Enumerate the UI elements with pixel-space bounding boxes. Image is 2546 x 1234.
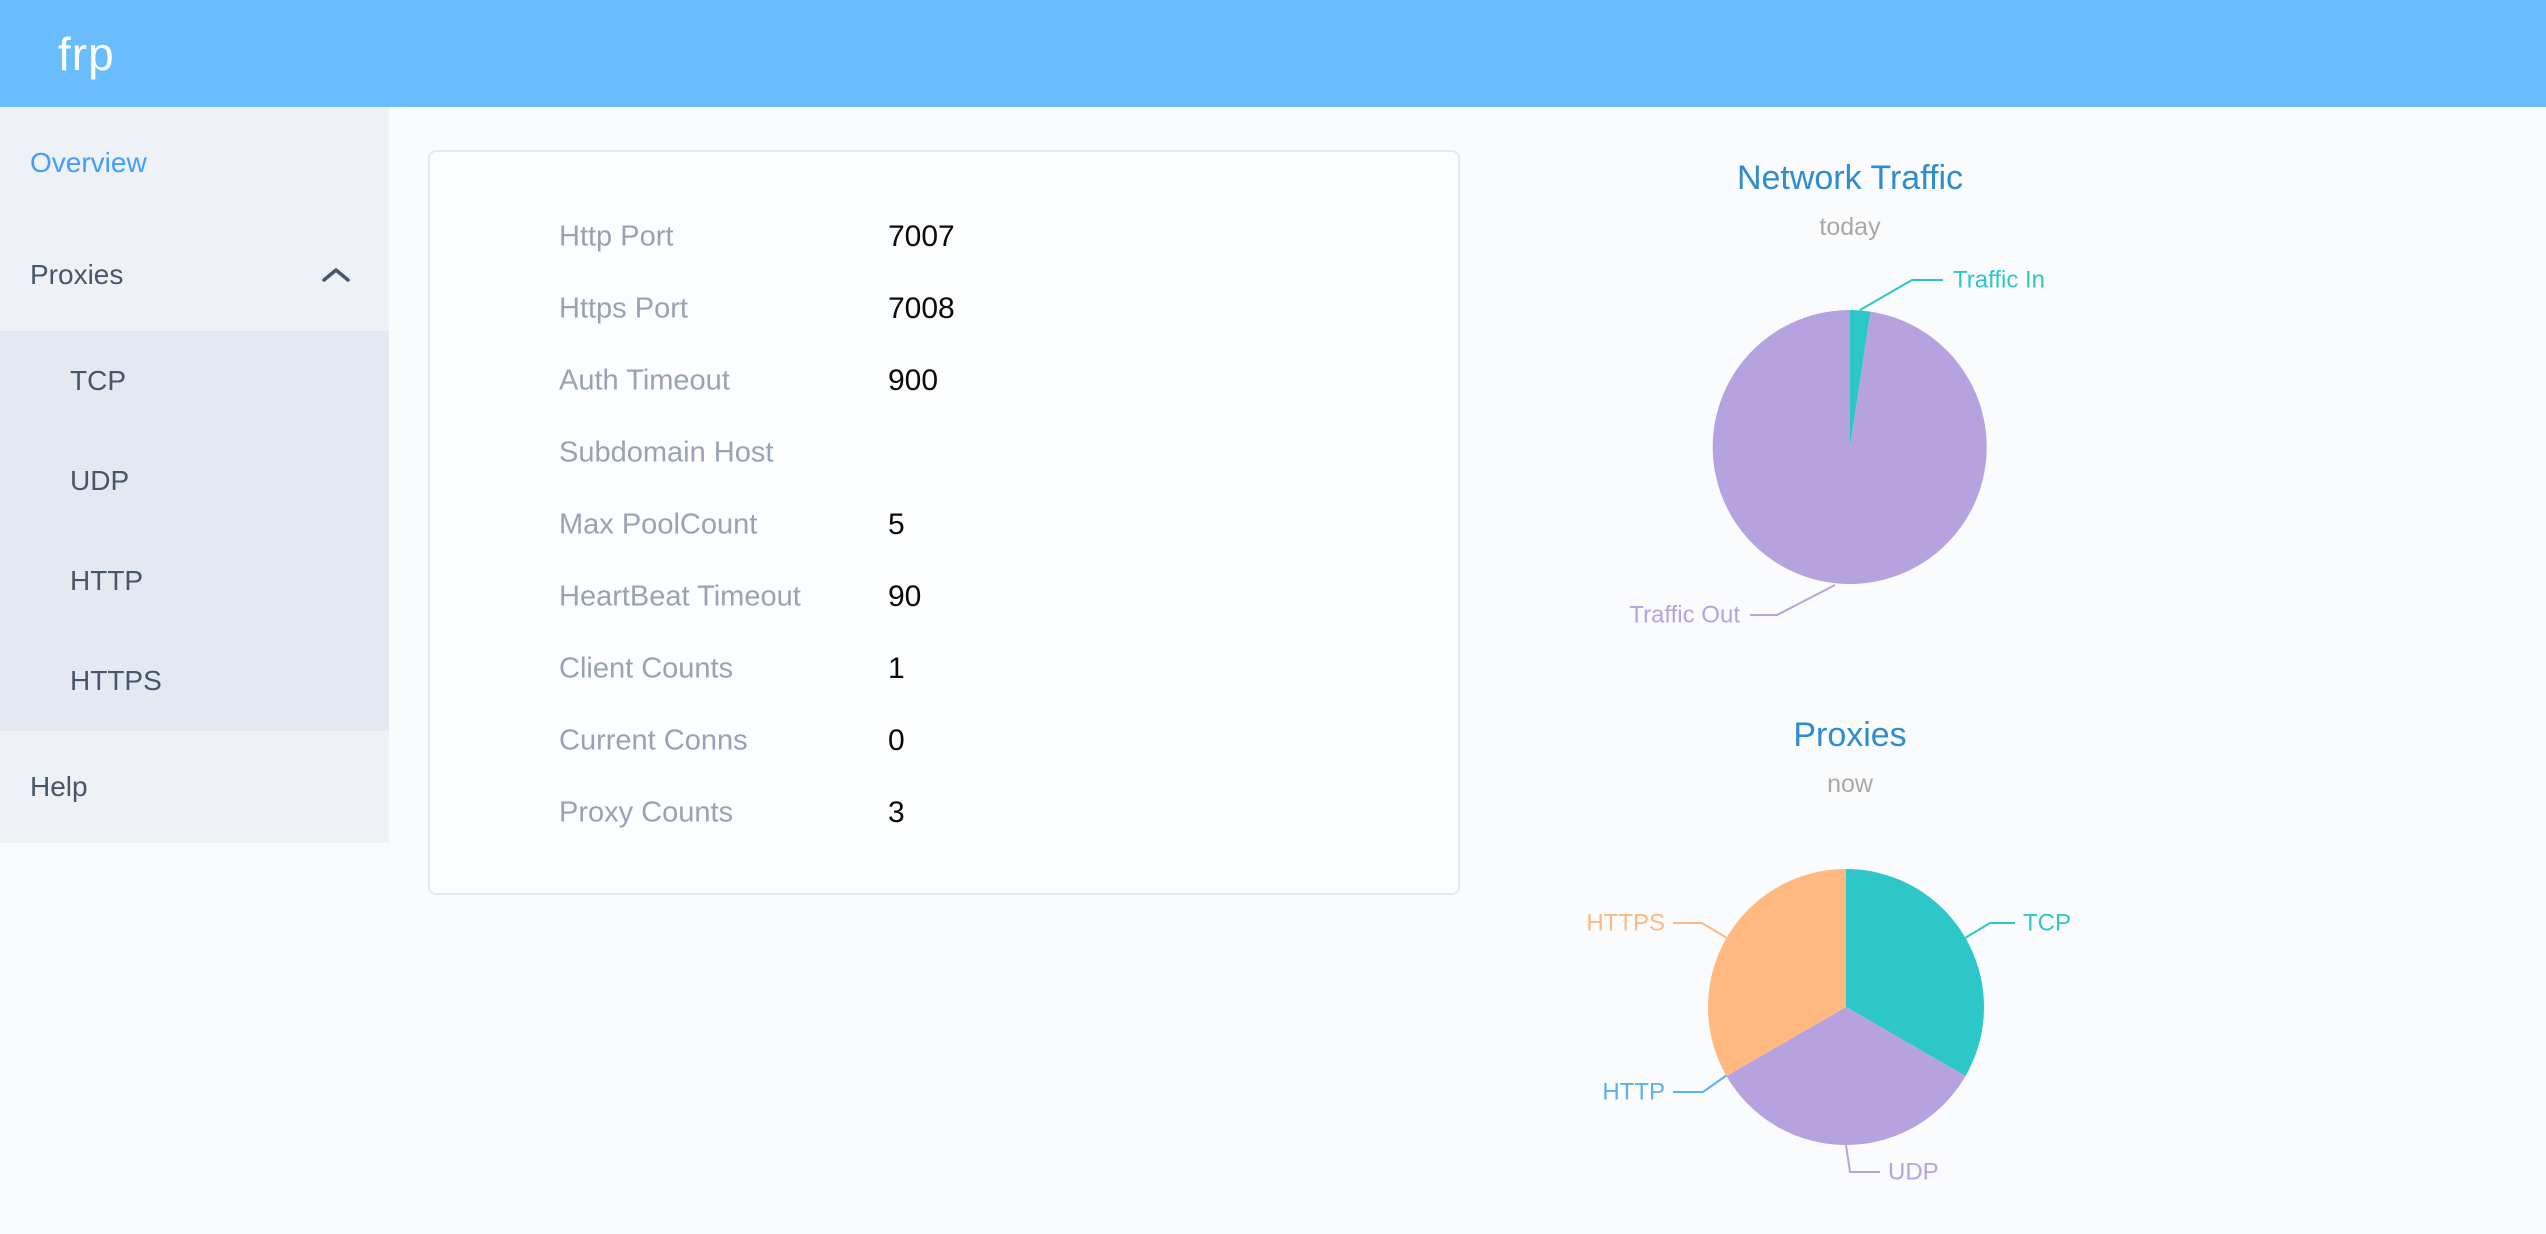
app-header: frp (0, 0, 2546, 107)
info-label: Proxy Counts (559, 796, 734, 829)
info-label: Subdomain Host (559, 436, 774, 469)
network-traffic-chart-subtitle: today (1819, 213, 1881, 241)
svg-text:UDP: UDP (1888, 1159, 1939, 1186)
proxies-chart-title: Proxies (1793, 716, 1907, 754)
info-row-max-poolcount: Max PoolCount 5 (430, 489, 1458, 561)
svg-text:Traffic Out: Traffic Out (1629, 602, 1740, 629)
info-row-proxy-counts: Proxy Counts 3 (430, 777, 1458, 849)
info-label: Max PoolCount (559, 508, 758, 541)
sidebar-item-help[interactable]: Help (0, 731, 389, 843)
sidebar-item-label: Overview (30, 147, 147, 178)
info-row-https-port: Https Port 7008 (430, 273, 1458, 345)
svg-text:Traffic In: Traffic In (1953, 267, 2045, 294)
sidebar-item-http[interactable]: HTTP (0, 531, 389, 631)
network-traffic-chart-title: Network Traffic (1736, 159, 1964, 197)
proxies-submenu: TCP UDP HTTP HTTPS (0, 331, 389, 731)
info-value: 0 (888, 724, 905, 757)
charts-panel: Network Traffic today Traffic In Traffic … (1500, 107, 2200, 1234)
server-info-card: Http Port 7007 Https Port 7008 Auth Time… (428, 150, 1460, 895)
sidebar-item-label: Help (30, 771, 88, 802)
info-value: 7008 (888, 292, 955, 325)
info-value: 3 (888, 796, 905, 829)
chevron-up-icon (322, 268, 350, 282)
sidebar-item-udp[interactable]: UDP (0, 431, 389, 531)
info-label: Auth Timeout (559, 364, 730, 397)
info-value: 900 (888, 364, 939, 397)
svg-text:HTTP: HTTP (1602, 1079, 1665, 1106)
info-value: 90 (888, 580, 922, 613)
svg-text:TCP: TCP (2023, 910, 2071, 937)
network-traffic-pie-chart[interactable]: Traffic In Traffic Out (1500, 247, 2200, 667)
info-label: HeartBeat Timeout (559, 580, 801, 613)
info-row-subdomain-host: Subdomain Host (430, 417, 1458, 489)
info-row-heartbeat-timeout: HeartBeat Timeout 90 (430, 561, 1458, 633)
frp-logo: frp (58, 27, 115, 80)
sidebar-item-tcp[interactable]: TCP (0, 331, 389, 431)
info-label: Client Counts (559, 652, 734, 685)
svg-text:HTTPS: HTTPS (1586, 910, 1665, 937)
sidebar-item-label: HTTP (70, 565, 144, 596)
info-row-client-counts: Client Counts 1 (430, 633, 1458, 705)
sidebar-item-label: TCP (70, 365, 126, 396)
info-label: Https Port (559, 292, 688, 325)
info-value: 7007 (888, 220, 955, 253)
info-label: Current Conns (559, 724, 748, 757)
proxies-pie-chart[interactable]: TCP UDP HTTP HTTPS (1500, 867, 2200, 1234)
sidebar-item-label: UDP (70, 465, 130, 496)
info-label: Http Port (559, 220, 674, 253)
proxies-chart-subtitle: now (1827, 770, 1873, 798)
info-row-http-port: Http Port 7007 (430, 201, 1458, 273)
sidebar-item-label: Proxies (30, 259, 124, 290)
info-value: 1 (888, 652, 905, 685)
info-row-current-conns: Current Conns 0 (430, 705, 1458, 777)
info-value: 5 (888, 508, 905, 541)
info-row-auth-timeout: Auth Timeout 900 (430, 345, 1458, 417)
sidebar-item-overview[interactable]: Overview (0, 107, 389, 219)
sidebar-item-label: HTTPS (70, 665, 162, 696)
sidebar-item-https[interactable]: HTTPS (0, 631, 389, 731)
sidebar-item-proxies[interactable]: Proxies (0, 219, 389, 331)
sidebar: Overview Proxies TCP UDP HTTP HTTPS Help (0, 107, 389, 843)
